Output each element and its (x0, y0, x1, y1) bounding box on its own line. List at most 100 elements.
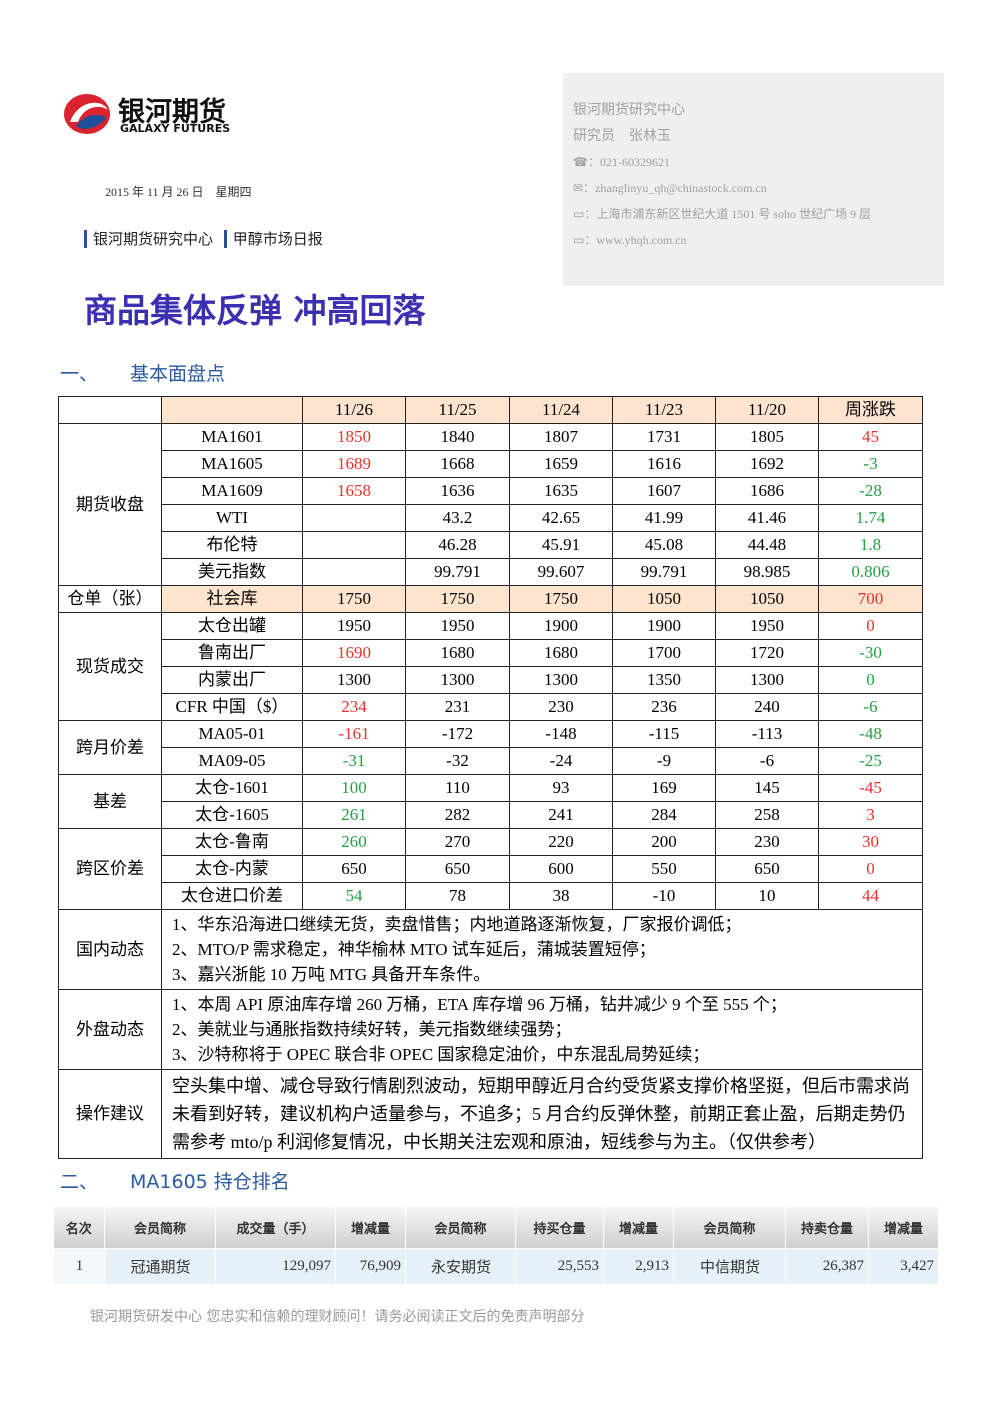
cell: 1692 (715, 450, 819, 478)
group-label: 操作建议 (58, 1069, 162, 1159)
group-label: 国内动态 (58, 909, 162, 990)
cell: 169 (612, 774, 716, 802)
row-name: 太仓进口价差 (161, 882, 303, 910)
cell: 3 (818, 801, 923, 829)
cell: 45.91 (509, 531, 613, 559)
cell: 1300 (405, 666, 510, 694)
row-name: 鲁南出厂 (161, 639, 303, 667)
cell: -48 (818, 720, 923, 748)
data-row: MA1609 1658 1636 1635 1607 1686 -28 (59, 477, 923, 505)
data-row: 跨区价差 太仓-鲁南 260 270 220 200 230 30 (58, 828, 923, 910)
cell: 1668 (405, 450, 510, 478)
data-row: 基差 太仓-1601 100 110 93 169 145 -45 (58, 774, 923, 829)
cell: -6 (715, 747, 819, 775)
cell: -25 (818, 747, 923, 775)
cell: 1689 (302, 450, 406, 478)
column-header: 增减量 (335, 1207, 406, 1249)
cell: 100 (302, 774, 406, 802)
cell: 1050 (612, 585, 716, 613)
logo-cn: 银河期货 (118, 97, 226, 128)
cell: 1690 (302, 639, 406, 667)
cell: 240 (715, 693, 819, 721)
column-header: 持卖仓量 (785, 1207, 869, 1249)
cell: 650 (302, 855, 406, 883)
contact-web: ▭：www.yhqh.com.cn (573, 233, 687, 247)
corner (161, 396, 303, 424)
cell: 284 (612, 801, 716, 829)
note-row: 国内动态 1、华东沿海进口继续无货，卖盘惜售；内地道路逐渐恢复，厂家报价调低； 2、… (58, 909, 923, 990)
row-name: MA1601 (161, 423, 303, 451)
cell: 99.791 (612, 558, 716, 586)
cell: 1720 (715, 639, 819, 667)
cell: 234 (302, 693, 406, 721)
cell: 38 (509, 882, 613, 910)
cell: 0 (818, 855, 923, 883)
cell: 1300 (715, 666, 819, 694)
column-header: 会员简称 (405, 1207, 516, 1249)
cell: 1300 (509, 666, 613, 694)
cell: -28 (818, 477, 923, 505)
cell: -113 (715, 720, 819, 748)
data-row: 现货成交 太仓出罐 1950 1950 1900 1900 1950 0 (58, 612, 923, 721)
row-name: 太仓-1605 (161, 801, 303, 829)
cell: 41.46 (715, 504, 819, 532)
cell: 700 (818, 585, 923, 613)
cell: -172 (405, 720, 510, 748)
cell: -9 (612, 747, 716, 775)
cell: 230 (715, 828, 819, 856)
cell: 1.8 (818, 531, 923, 559)
cell: -115 (612, 720, 716, 748)
row-name: 社会库 (161, 585, 303, 613)
cell: 1750 (302, 585, 406, 613)
column-header: 11/20 (715, 396, 819, 424)
column-header: 11/24 (509, 396, 613, 424)
header-row: 名次 会员简称 成交量（手） 增减量 会员简称 持买仓量 增减量 会员简称 持卖仓量 增减量 (53, 1207, 939, 1249)
cell: 78 (405, 882, 510, 910)
cell: 1750 (405, 585, 510, 613)
row-name: CFR 中国（$） (161, 693, 303, 721)
cell: 236 (612, 693, 716, 721)
column-header: 增减量 (868, 1207, 939, 1249)
cell: 1950 (302, 612, 406, 640)
row-name: 太仓-鲁南 (161, 828, 303, 856)
note-line: 1、本周 API 原油库存增 260 万桶，ETA 库存增 96 万桶，钻井减少… (172, 995, 787, 1014)
phone: 021-60329621 (599, 155, 670, 169)
row-name: MA05-01 (161, 720, 303, 748)
cell: 258 (715, 801, 819, 829)
cell: 1300 (302, 666, 406, 694)
cell: 98.985 (715, 558, 819, 586)
cell: 3,427 (868, 1248, 939, 1285)
data-row: CFR 中国（$） 234 231 230 236 240 -6 (59, 693, 923, 721)
position-table: 名次 会员简称 成交量（手） 增减量 会员简称 持买仓量 增减量 会员简称 持卖仓量 增减量 1 冠通… (53, 1207, 939, 1285)
cell: -32 (405, 747, 510, 775)
data-row: 内蒙出厂 1300 1300 1300 1350 1300 0 (59, 666, 923, 694)
note: 1、本周 API 原油库存增 260 万桶，ETA 库存增 96 万桶，钻井减少… (161, 989, 923, 1070)
note-line: 2、MTO/P 需求稳定，神华榆林 MTO 试车延后，蒲城装置短停； (172, 940, 656, 959)
fundamentals-table: 11/26 11/25 11/24 11/23 11/20 周涨跌 期货收盘 MA1601 18… (58, 396, 923, 1159)
cell: -31 (302, 747, 406, 775)
cell: 1350 (612, 666, 716, 694)
cell (302, 531, 406, 559)
cell: 54 (302, 882, 406, 910)
title: 商品集体反弹 冲高回落 (84, 291, 426, 330)
section-num: 一、 (60, 363, 99, 385)
tag: 银河期货研究中心 (84, 230, 214, 248)
cell: 1807 (509, 423, 613, 451)
row-name: MA09-05 (161, 747, 303, 775)
contact-email: ✉：zhanglinyu_qh@chinastock.com.cn (573, 181, 767, 195)
cell: 99.791 (405, 558, 510, 586)
cell: 1635 (509, 477, 613, 505)
cell: 1686 (715, 477, 819, 505)
note: 空头集中增、减仓导致行情剧烈波动，短期甲醇近月合约受货紧支撑价格坚挺，但后市需求… (161, 1069, 923, 1159)
data-row: 鲁南出厂 1690 1680 1680 1700 1720 -30 (59, 639, 923, 667)
row-name: MA1605 (161, 450, 303, 478)
cell: 230 (509, 693, 613, 721)
cell (302, 504, 406, 532)
column-header: 11/23 (612, 396, 716, 424)
group-label: 期货收盘 (58, 423, 162, 586)
data-row: WTI 43.2 42.65 41.99 41.46 1.74 (59, 504, 923, 532)
cell: 600 (509, 855, 613, 883)
section-title: 基本面盘点 (130, 363, 226, 385)
cell: 45 (818, 423, 923, 451)
cell: 26,387 (785, 1248, 869, 1285)
